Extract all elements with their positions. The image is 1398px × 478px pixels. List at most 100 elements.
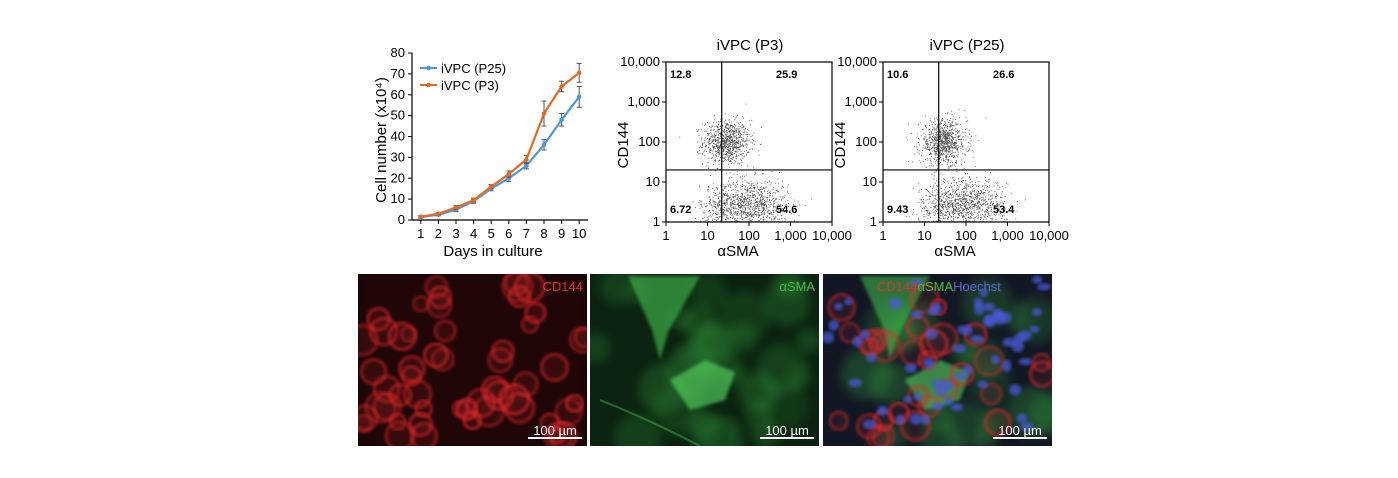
y-tick-label: 1,000 bbox=[627, 94, 660, 109]
cell bbox=[484, 380, 515, 411]
nucleus bbox=[1032, 275, 1043, 284]
cell bbox=[520, 315, 539, 334]
cell-haze bbox=[689, 274, 727, 311]
data-point bbox=[559, 84, 564, 89]
legend-marker bbox=[426, 82, 431, 88]
cell bbox=[501, 274, 534, 303]
flow-x-axis-label: αSMA bbox=[717, 243, 758, 260]
data-point bbox=[524, 157, 529, 162]
nucleus bbox=[910, 310, 923, 319]
quadrant-lower-left: 9.43 bbox=[887, 204, 908, 216]
flow-plot-title: iVPC (P3) bbox=[717, 37, 784, 54]
cell-haze bbox=[751, 419, 781, 446]
x-tick-label: 9 bbox=[558, 226, 565, 241]
y-tick-label: 30 bbox=[391, 149, 405, 164]
nucleus bbox=[990, 355, 1001, 365]
cell-haze bbox=[796, 328, 819, 353]
flow-plot-p25: iVPC (P25) 1110101001001,0001,00010,0001… bbox=[832, 37, 1069, 260]
data-point bbox=[524, 163, 529, 169]
nucleus bbox=[866, 353, 877, 363]
plot-frame bbox=[882, 61, 1050, 223]
flow-dots bbox=[900, 109, 1026, 223]
quadrant-upper-left: 12.8 bbox=[670, 69, 691, 81]
fiber bbox=[599, 399, 701, 446]
x-tick-label: 8 bbox=[540, 226, 547, 241]
x-tick-label: 1 bbox=[417, 226, 424, 241]
growth-y-axis-label: Cell number (x10⁴) bbox=[373, 77, 390, 203]
growth-series bbox=[418, 62, 582, 220]
legend-label: iVPC (P25) bbox=[441, 61, 506, 76]
y-tick-label: 50 bbox=[391, 108, 405, 123]
nucleus bbox=[925, 328, 938, 340]
cell bbox=[456, 397, 478, 420]
cell bbox=[871, 424, 896, 446]
x-tick-label: 100 bbox=[955, 228, 977, 243]
y-tick-label: 0 bbox=[398, 212, 405, 227]
nucleus bbox=[1001, 359, 1012, 372]
nucleus bbox=[852, 336, 863, 347]
nucleus bbox=[976, 380, 989, 389]
cell-haze bbox=[637, 364, 688, 414]
cell bbox=[554, 397, 583, 426]
scale-bar-label: 100 µm bbox=[998, 423, 1042, 438]
nucleus bbox=[979, 288, 989, 297]
x-tick-label: 1 bbox=[879, 228, 886, 243]
nucleus bbox=[1037, 283, 1051, 291]
cell bbox=[384, 420, 415, 446]
cell bbox=[573, 327, 587, 348]
series-p25 bbox=[418, 85, 582, 220]
growth-axes: 0 10 20 30 40 50 60 70 80 1 2 3 4 5 6 7 8 9 10 bbox=[391, 45, 588, 241]
y-tick-label: 10 bbox=[863, 174, 877, 189]
x-tick-label: 7 bbox=[523, 226, 530, 241]
nucleus bbox=[1009, 384, 1022, 396]
data-point bbox=[576, 70, 582, 76]
nucleus bbox=[895, 414, 905, 425]
nucleus bbox=[904, 363, 917, 374]
cell bbox=[398, 355, 426, 383]
data-point bbox=[418, 214, 424, 220]
cell-haze bbox=[1028, 394, 1052, 435]
nucleus bbox=[844, 297, 853, 306]
nucleus bbox=[903, 395, 912, 404]
flow-y-axis-label: CD144 bbox=[615, 122, 632, 169]
cell-haze bbox=[696, 324, 728, 356]
y-tick-label: 100 bbox=[638, 134, 660, 149]
y-tick-label: 60 bbox=[391, 87, 405, 102]
nucleus bbox=[912, 393, 923, 401]
channel-label-merge: CD144αSMAHoechst bbox=[877, 279, 1001, 294]
nucleus bbox=[944, 397, 953, 406]
scale-bar-label: 100 µm bbox=[533, 423, 577, 438]
event-dots bbox=[679, 103, 812, 223]
legend-marker bbox=[426, 65, 431, 71]
channel-label-hoechst: Hoechst bbox=[953, 279, 1001, 294]
quadrant-lower-left: 6.72 bbox=[670, 204, 691, 216]
cell-image bbox=[358, 274, 587, 446]
cell bbox=[430, 347, 455, 372]
series-line bbox=[420, 96, 581, 218]
cell-body bbox=[670, 360, 735, 410]
x-tick-label: 10 bbox=[572, 226, 586, 241]
y-tick-label: 10,000 bbox=[837, 54, 877, 69]
flow-x-axis-label: αSMA bbox=[934, 243, 975, 260]
data-point bbox=[506, 171, 512, 177]
cell bbox=[1029, 360, 1052, 388]
nucleus bbox=[927, 307, 938, 316]
quadrant-upper-right: 26.6 bbox=[993, 69, 1014, 81]
nucleus bbox=[1016, 413, 1027, 423]
nucleus bbox=[982, 302, 995, 312]
nucleus bbox=[994, 313, 1006, 325]
cell bbox=[909, 283, 940, 314]
fiber bbox=[628, 276, 700, 360]
nucleus bbox=[922, 357, 935, 369]
quadrant-lower-right: 53.4 bbox=[993, 204, 1015, 216]
cell-image bbox=[823, 275, 1052, 446]
y-tick-label: 10 bbox=[391, 191, 405, 206]
cell-haze bbox=[590, 332, 611, 364]
x-tick-label: 100 bbox=[738, 228, 760, 243]
nucleus bbox=[862, 419, 877, 430]
x-tick-label: 10,000 bbox=[1029, 228, 1069, 243]
data-point bbox=[559, 117, 564, 123]
micrograph-cd144: CD144 100 µm bbox=[358, 274, 587, 446]
nucleus bbox=[1002, 337, 1017, 347]
y-tick-label: 70 bbox=[391, 66, 405, 81]
